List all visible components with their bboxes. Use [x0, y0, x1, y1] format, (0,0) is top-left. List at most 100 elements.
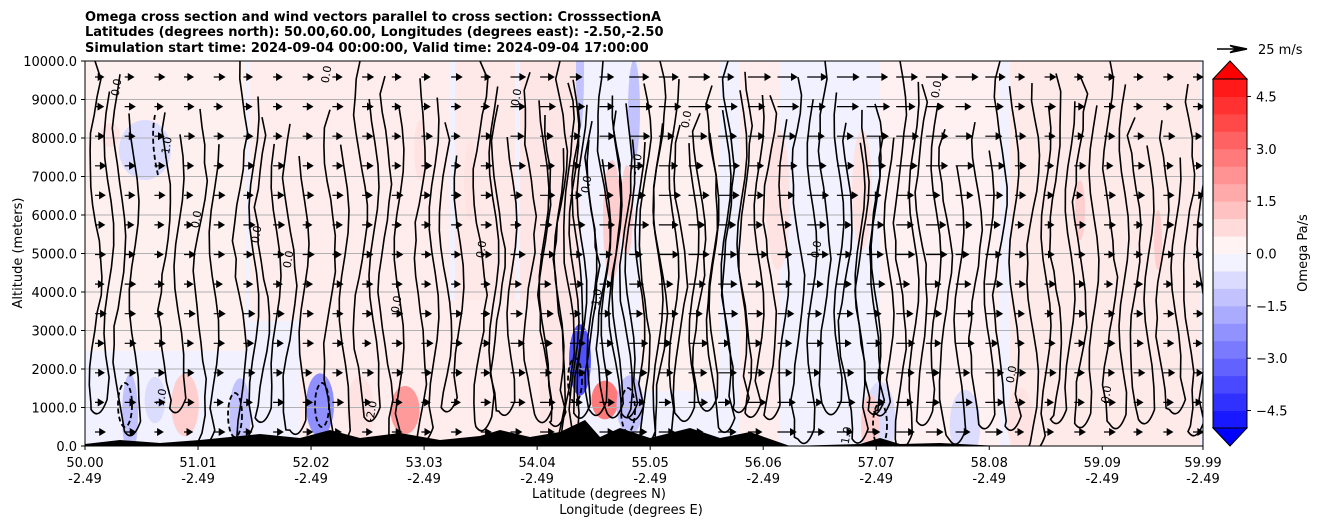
wind-vector-412	[1044, 368, 1057, 377]
wind-vector-7	[302, 72, 315, 82]
contour-line-25	[672, 124, 700, 423]
colorbar-band-4	[1213, 340, 1247, 359]
contour-label-0: 0.0	[109, 78, 125, 97]
wind-vector-176	[807, 191, 830, 200]
wind-vector-487	[1014, 427, 1025, 437]
wind-vector-49	[421, 102, 431, 111]
contour-label-12: 0.0	[1004, 365, 1020, 384]
wind-vector-60	[747, 102, 766, 111]
wind-vector-129	[540, 161, 556, 170]
omega-contours	[88, 61, 1203, 446]
contour-line-22	[618, 103, 646, 422]
wind-vector-86	[391, 132, 402, 141]
wind-vector-174	[747, 191, 765, 200]
y-tick-label-8: 8000.0	[32, 132, 78, 147]
colorbar-band-10	[1213, 236, 1247, 254]
colorbar-tick-label-2: 1.5	[1256, 195, 1277, 210]
shade-blob-10	[414, 120, 426, 180]
wind-vector-372	[985, 339, 999, 348]
wind-vector-403	[777, 368, 793, 377]
colorbar-band-12	[1213, 201, 1247, 220]
wind-vector-46	[332, 102, 344, 111]
wind-vector-12	[451, 72, 463, 82]
x-tick-lon-4: -2.49	[520, 472, 554, 487]
wind-vector-450	[1044, 398, 1054, 407]
wind-vector-178	[866, 191, 882, 200]
wind-vector-144	[985, 161, 1006, 170]
wind-vector-45	[302, 102, 314, 111]
wind-vector-91	[540, 132, 554, 141]
wind-vector-189	[1193, 191, 1203, 200]
wind-vector-345	[184, 339, 195, 348]
wind-vector-330	[866, 309, 882, 318]
wind-vector-443	[836, 398, 856, 407]
wind-vectors	[95, 72, 1203, 437]
colorbar-tick-label-1: 3.0	[1256, 143, 1277, 158]
wind-vector-370	[925, 339, 942, 348]
wind-vector-76	[95, 132, 105, 141]
wind-vector-433	[540, 398, 556, 407]
wind-vector-128	[510, 161, 527, 170]
wind-vector-3	[184, 72, 195, 82]
wind-vector-125	[421, 161, 433, 170]
wind-vector-389	[362, 368, 375, 377]
wind-vector-124	[391, 161, 402, 170]
wind-vector-287	[718, 280, 738, 289]
wind-vector-430	[451, 398, 461, 407]
wind-vector-154	[154, 191, 166, 200]
wind-vector-116	[154, 161, 166, 170]
wind-vector-181	[955, 191, 974, 200]
contour-line-35	[868, 103, 895, 417]
colorbar-band-9	[1213, 253, 1247, 272]
y-tick-label-3: 3000.0	[32, 325, 78, 340]
wind-vector-429	[421, 398, 431, 407]
colorbar-band-0	[1213, 410, 1247, 429]
wind-vector-218	[925, 220, 947, 229]
contour-label-11: 0.0	[929, 80, 945, 99]
wind-vector-177	[836, 191, 859, 200]
wind-vector-295	[955, 280, 972, 289]
wind-vector-301	[1133, 280, 1144, 289]
wind-vector-337	[1074, 309, 1086, 318]
wind-vector-400	[688, 368, 708, 377]
y-axis-label: Altitude (meters)	[11, 198, 26, 309]
wind-vector-133	[658, 161, 679, 170]
plot-area: 0.00.00.00.00.00.00.00.00.00.00.00.00.00…	[84, 60, 1204, 447]
wind-vector-191	[124, 220, 135, 229]
wind-vector-351	[362, 339, 372, 348]
wind-vector-200	[391, 220, 403, 229]
wind-vector-406	[866, 368, 885, 377]
wind-vector-160	[332, 191, 344, 200]
wind-vector-171	[658, 191, 682, 200]
wind-vector-271	[243, 280, 254, 289]
wind-vector-355	[480, 339, 491, 348]
x-tick-lat-3: 53.03	[405, 456, 442, 471]
colorbar-extend-bottom	[1211, 427, 1249, 447]
wind-vector-411	[1014, 368, 1027, 377]
wind-vector-348	[273, 339, 284, 348]
chart-title: Omega cross section and wind vectors par…	[85, 10, 664, 56]
wind-vector-492	[1163, 427, 1174, 437]
wind-vector-234	[273, 250, 285, 259]
wind-vector-148	[1104, 161, 1114, 170]
shade-cell-0	[122, 373, 138, 446]
wind-vector-185	[1074, 191, 1084, 200]
wind-vector-16	[569, 72, 583, 82]
wind-vector-469	[480, 427, 492, 437]
wind-vector-184	[1044, 191, 1055, 200]
wind-vector-304	[95, 309, 107, 318]
x-tick-lat-2: 52.02	[292, 456, 329, 471]
contour-line-18	[571, 107, 598, 419]
wind-vector-110	[1104, 132, 1116, 141]
wind-vector-17	[599, 72, 615, 82]
wind-vector-269	[184, 280, 194, 289]
wind-vector-413	[1074, 368, 1085, 377]
contour-line-6	[281, 123, 310, 436]
wind-vector-461	[243, 427, 253, 437]
wind-vector-407	[896, 368, 915, 377]
wind-vector-232	[213, 250, 226, 259]
wind-vector-98	[747, 132, 765, 141]
wind-vector-398	[629, 368, 648, 377]
wind-vector-438	[688, 398, 709, 407]
contour-label-9: 0.0	[679, 110, 695, 129]
